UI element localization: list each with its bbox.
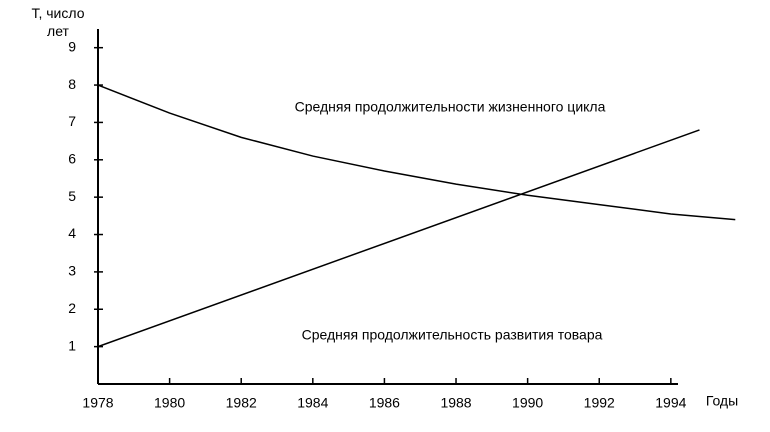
- x-axis-label: Годы: [706, 393, 738, 409]
- x-tick-label: 1986: [369, 395, 400, 411]
- x-tick-label: 1994: [655, 395, 686, 411]
- x-tick-label: 1982: [226, 395, 257, 411]
- series-label: Средняя продолжительности жизненного цик…: [295, 99, 606, 115]
- y-tick-label: 7: [68, 113, 76, 129]
- x-tick-label: 1988: [440, 395, 471, 411]
- series-label: Средняя продолжительность развития товар…: [302, 327, 603, 343]
- y-tick-label: 3: [68, 263, 76, 279]
- y-tick-label: 2: [68, 300, 76, 316]
- y-tick-label: 5: [68, 188, 76, 204]
- y-tick-label: 9: [68, 38, 76, 54]
- x-tick-label: 1978: [82, 395, 113, 411]
- line: [97, 84, 736, 221]
- y-tick-label: 8: [68, 76, 76, 92]
- y-tick-label: 6: [68, 150, 76, 166]
- y-axis-label: T, число лет: [31, 5, 84, 39]
- x-tick-label: 1990: [512, 395, 543, 411]
- y-tick-label: 1: [68, 337, 76, 353]
- x-tick-label: 1980: [154, 395, 185, 411]
- y-tick-label: 4: [68, 225, 76, 241]
- x-tick-label: 1984: [297, 395, 328, 411]
- line: [97, 129, 700, 348]
- x-tick-label: 1992: [584, 395, 615, 411]
